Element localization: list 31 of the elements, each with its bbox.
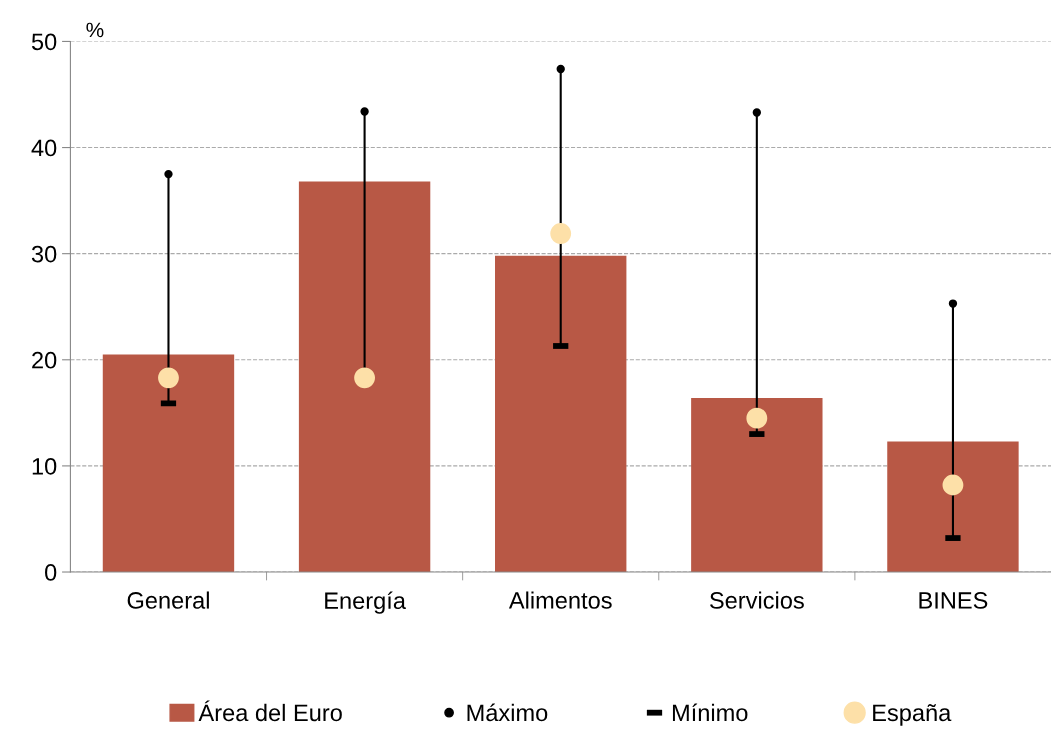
point <box>158 367 179 389</box>
bar <box>495 255 627 573</box>
bar <box>102 354 235 573</box>
point <box>164 169 173 179</box>
x-tick-label: Servicios <box>710 591 804 609</box>
legend-label: Mínimo <box>672 703 748 722</box>
point <box>746 407 768 429</box>
point <box>360 107 369 116</box>
point <box>942 474 964 496</box>
legend-label: España <box>873 704 952 726</box>
y-tick-label: 20 <box>32 351 57 369</box>
y-tick-label: 10 <box>32 457 57 475</box>
x-tick-label: Energía <box>325 591 406 614</box>
bar <box>298 181 431 573</box>
legend-label: Área del Euro <box>198 700 342 722</box>
y-axis-title: % <box>86 22 104 38</box>
y-tick-label: 40 <box>31 139 57 157</box>
point <box>550 223 572 244</box>
y-tick-label: 0 <box>45 564 57 581</box>
y-tick-label: 50 <box>31 33 57 51</box>
point <box>948 299 958 308</box>
point <box>556 64 565 74</box>
x-tick-label: General <box>127 591 209 609</box>
legend-label: Máximo <box>467 703 548 722</box>
bar <box>887 441 1019 573</box>
point <box>752 108 761 117</box>
point <box>354 367 376 389</box>
bar <box>691 397 823 573</box>
x-tick-label: BINES <box>919 592 988 609</box>
y-tick-label: 30 <box>31 245 57 263</box>
x-tick-label: Alimentos <box>508 591 612 609</box>
